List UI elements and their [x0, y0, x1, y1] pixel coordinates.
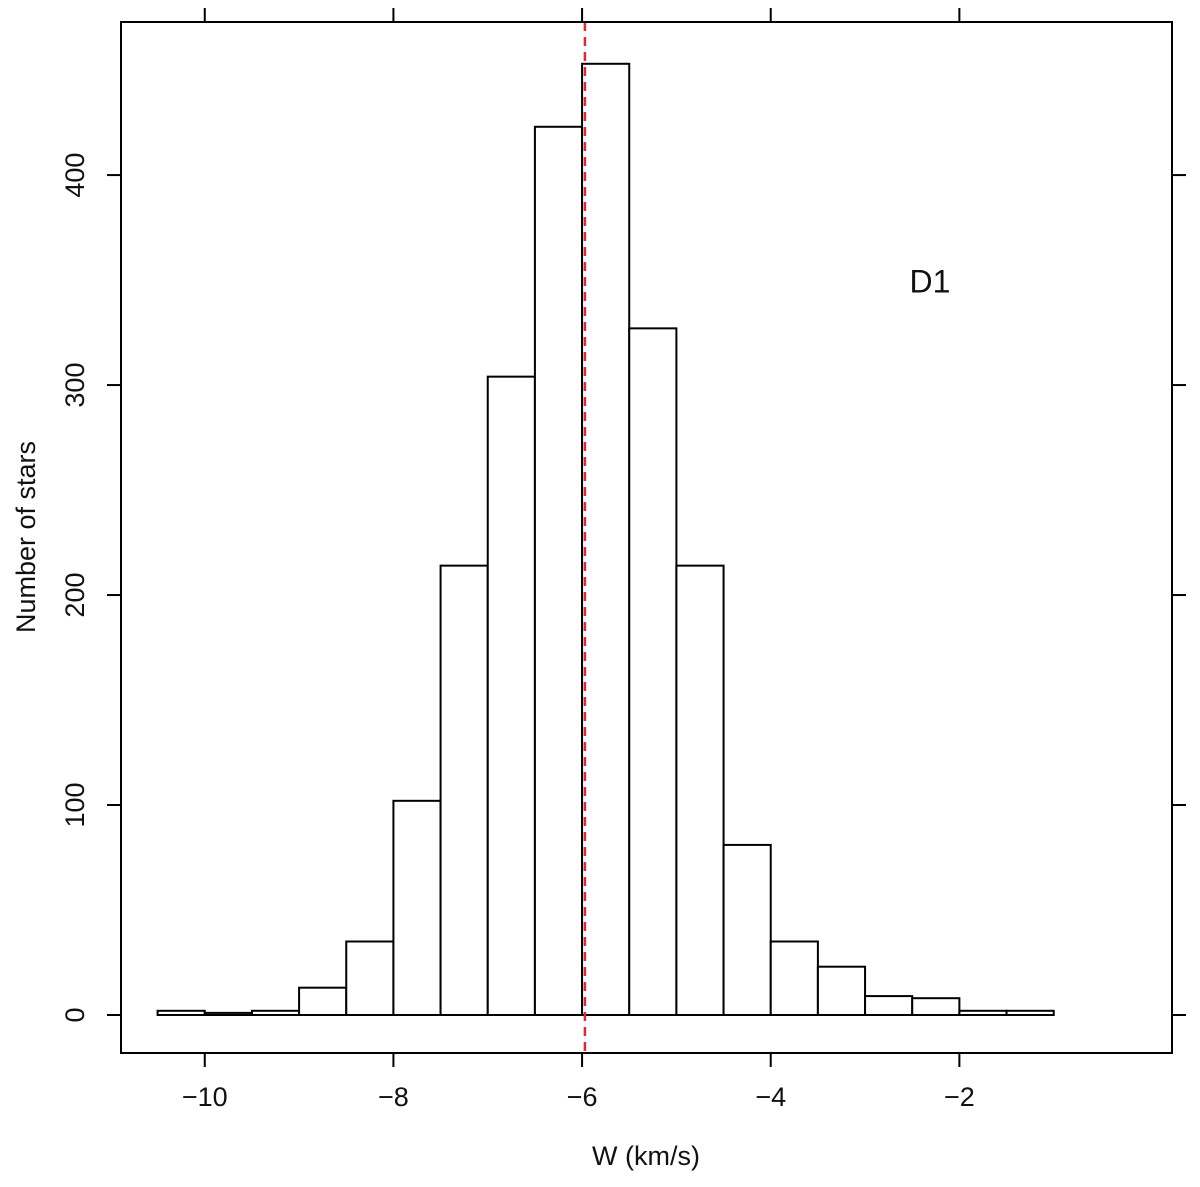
bar [1005, 1009, 1055, 1016]
bar [816, 965, 867, 1016]
bar [769, 940, 819, 1016]
bar [203, 1011, 253, 1016]
bar [911, 997, 961, 1016]
x-tick-label: −4 [755, 1082, 786, 1112]
x-tick-label: −10 [182, 1082, 228, 1112]
bar [345, 940, 395, 1016]
bar [628, 327, 678, 1016]
x-axis-label: W (km/s) [592, 1141, 700, 1171]
bar [250, 1009, 301, 1016]
x-tick-label: −8 [378, 1082, 409, 1112]
bar [439, 564, 489, 1016]
annotation: D1 [910, 263, 951, 299]
bar [533, 125, 584, 1016]
y-tick-label: 400 [60, 153, 90, 198]
y-axis-label: Number of stars [11, 441, 41, 633]
y-tick-label: 200 [60, 573, 90, 618]
x-tick-label: −6 [567, 1082, 598, 1112]
bar [958, 1009, 1008, 1016]
x-tick-label: −2 [944, 1082, 975, 1112]
y-tick-label: 100 [60, 782, 90, 827]
bar [722, 843, 772, 1016]
y-tick-label: 300 [60, 363, 90, 408]
plot-frame [120, 21, 1173, 1054]
bar [486, 375, 536, 1016]
bar [392, 799, 442, 1016]
y-tick-label: 0 [60, 1007, 90, 1022]
bar [675, 564, 725, 1016]
bar [298, 986, 348, 1016]
bar [156, 1009, 206, 1016]
bar [864, 995, 914, 1016]
bar [581, 62, 631, 1016]
